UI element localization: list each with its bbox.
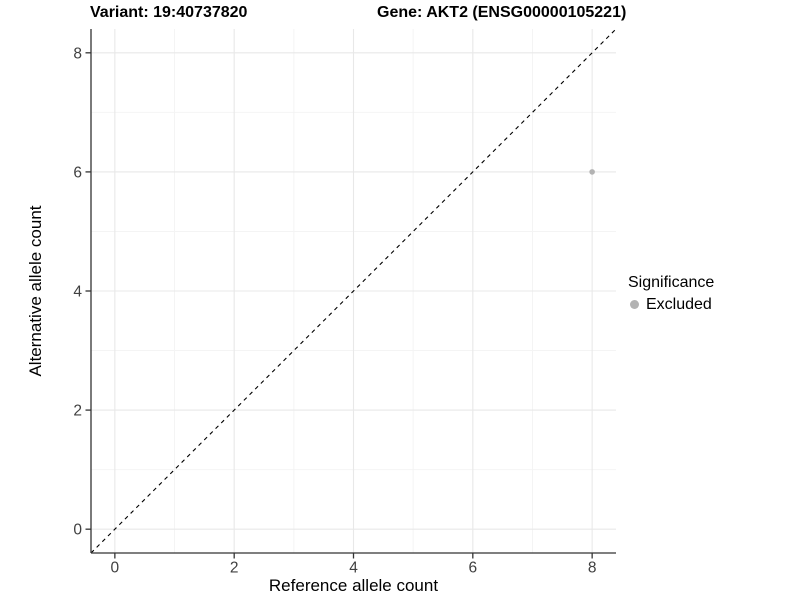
legend-item: Excluded <box>628 296 714 313</box>
x-tick-label: 0 <box>111 560 120 577</box>
legend-point-marker-icon <box>630 300 639 309</box>
x-tick-label: 2 <box>230 560 239 577</box>
y-tick-label: 6 <box>73 164 82 181</box>
legend-item-label: Excluded <box>646 296 712 313</box>
identity-reference-line <box>90 28 617 554</box>
y-tick-label: 8 <box>73 45 82 62</box>
legend-title: Significance <box>628 274 715 291</box>
plot-title-variant: Variant: 19:40737820 <box>90 4 248 21</box>
x-tick-label: 8 <box>588 560 597 577</box>
y-tick-label: 0 <box>73 522 82 539</box>
x-tick-label: 6 <box>469 560 478 577</box>
y-axis-title: Alternative allele count <box>26 205 45 377</box>
plot-title-gene: Gene: AKT2 (ENSG00000105221) <box>377 4 627 21</box>
x-tick-label: 4 <box>349 560 358 577</box>
legend: Significance Excluded <box>628 274 714 313</box>
y-tick-label: 4 <box>73 284 82 301</box>
y-tick-label: 2 <box>73 403 82 420</box>
x-axis-title: Reference allele count <box>268 576 439 595</box>
data-point <box>589 169 595 175</box>
